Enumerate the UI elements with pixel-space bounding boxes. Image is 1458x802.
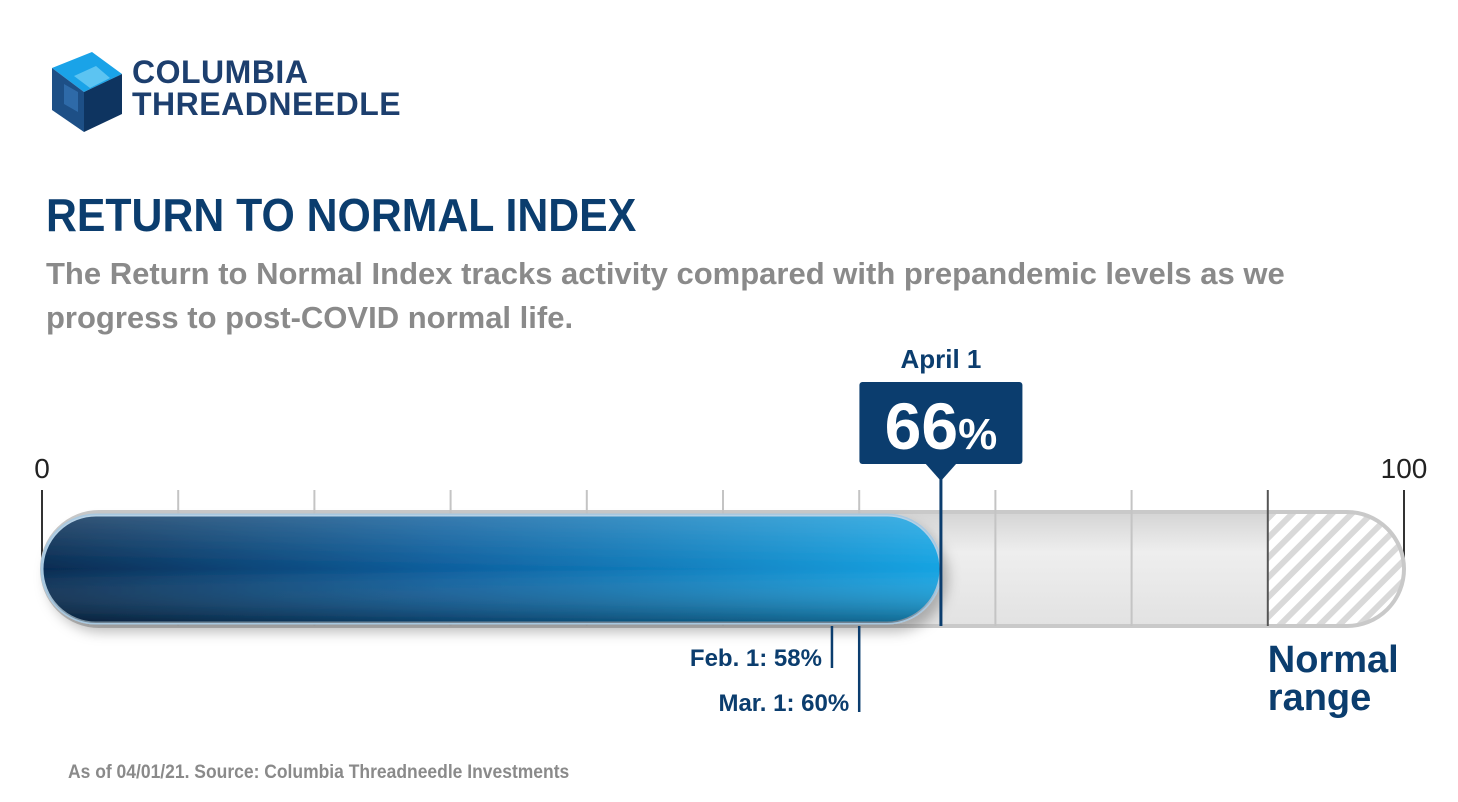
current-value-label: 66% xyxy=(885,389,998,463)
page-subtitle: The Return to Normal Index tracks activi… xyxy=(46,256,1285,335)
gauge-fill xyxy=(40,513,943,625)
brand-logo: COLUMBIA THREADNEEDLE xyxy=(44,46,444,136)
normal-range-label-line2: range xyxy=(1268,677,1371,719)
brand-name-line2: THREADNEEDLE xyxy=(132,86,402,122)
page-title: RETURN TO NORMAL INDEX xyxy=(46,189,637,241)
normal-range-label-line1: Normal xyxy=(1268,639,1399,681)
current-date-label: April 1 xyxy=(900,344,981,374)
history-label-mar: Mar. 1: 60% xyxy=(718,690,849,717)
axis-min-label: 0 xyxy=(34,453,50,484)
current-value-box xyxy=(859,382,1023,464)
gauge-fill-shade xyxy=(42,515,941,623)
brand-name: COLUMBIA THREADNEEDLE xyxy=(132,56,401,120)
normal-range-zone xyxy=(1267,512,1404,626)
axis-max-label: 100 xyxy=(1381,453,1428,484)
current-value-pointer xyxy=(924,463,957,481)
history-label-feb: Feb. 1: 58% xyxy=(690,645,822,672)
source-footnote: As of 04/01/21. Source: Columbia Threadn… xyxy=(68,762,570,783)
brand-name-line1: COLUMBIA xyxy=(132,54,309,90)
logo-cube-icon xyxy=(52,52,122,132)
